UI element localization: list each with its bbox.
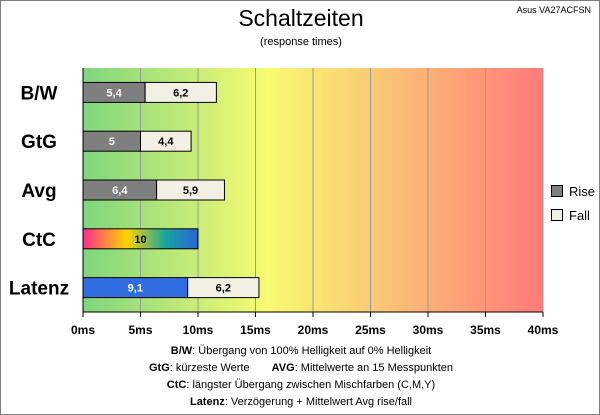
bar-label-fall: 6,2 <box>173 87 188 99</box>
footnote-term: AVG <box>271 362 295 374</box>
x-tick-label: 20ms <box>298 323 329 337</box>
bar-label-fall: 6,2 <box>216 283 231 295</box>
footnote-text: : längster Übergang zwischen Mischfarben… <box>186 379 436 391</box>
category-label: Avg <box>21 181 56 202</box>
monitor-model-label: Asus VA27ACFSN <box>516 5 591 15</box>
x-tick-label: 10ms <box>183 323 214 337</box>
legend: Rise Fall <box>551 179 595 227</box>
bar-label-fall: 5,9 <box>183 185 198 197</box>
chart-title: Schaltzeiten <box>238 5 364 31</box>
footnote-term: GtG <box>148 362 170 374</box>
x-tick-label: 25ms <box>355 323 386 337</box>
plot-area: 5,4 6,2 5 4,4 6,4 5,9 10 9,1 6,2 B/W GtG Avg CtC Lat… <box>9 68 559 337</box>
x-tick-label: 15ms <box>240 323 271 337</box>
footnote-line: GtG: kürzeste Werte AVG: Mittelwerte an 1… <box>1 360 600 377</box>
bar-fall <box>156 179 225 201</box>
bar-label-rise: 5 <box>109 136 115 148</box>
bar-label-rise: 10 <box>134 234 146 246</box>
legend-label-fall: Fall <box>569 207 590 223</box>
legend-swatch-fall <box>551 209 563 221</box>
bar-fall <box>140 130 192 152</box>
footnote-line: Latenz: Verzögerung + Mittelwert Avg ris… <box>1 394 600 411</box>
footnote-text: : kürzeste Werte <box>169 362 250 374</box>
x-tick-label: 5ms <box>128 323 152 337</box>
footnote-line: CtC: längster Übergang zwischen Mischfar… <box>1 377 600 394</box>
category-label: B/W <box>21 83 58 104</box>
bar-fall <box>144 81 217 103</box>
category-label: CtC <box>22 230 56 251</box>
chart-subtitle: (response times) <box>260 36 342 48</box>
bar-label-fall: 4,4 <box>158 136 174 148</box>
footnote-line: B/W: Übergang von 100% Helligkeit auf 0%… <box>1 343 600 360</box>
footnote-term: B/W <box>170 345 193 357</box>
footnote-text: : Übergang von 100% Helligkeit auf 0% He… <box>192 345 432 357</box>
bar-label-rise: 9,1 <box>128 283 143 295</box>
category-label: GtG <box>21 132 57 153</box>
legend-item-rise: Rise <box>551 179 595 203</box>
footnote-text: : Mittelwerte an 15 Messpunkten <box>294 362 454 374</box>
bar-label-rise: 5,4 <box>106 87 122 99</box>
footnote-term: CtC <box>166 379 187 391</box>
legend-label-rise: Rise <box>569 183 596 199</box>
legend-item-fall: Fall <box>551 203 595 227</box>
bar-fall <box>187 277 260 299</box>
x-tick-label: 0ms <box>71 323 95 337</box>
legend-swatch-rise <box>551 185 563 197</box>
footnote-text: : Verzögerung + Mittelwert Avg rise/fall <box>224 396 413 408</box>
bar-label-rise: 6,4 <box>112 185 128 197</box>
footnote-term: Latenz <box>189 396 225 408</box>
x-tick-label: 30ms <box>413 323 444 337</box>
x-tick-label: 35ms <box>470 323 501 337</box>
footnotes: B/W: Übergang von 100% Helligkeit auf 0%… <box>1 343 600 411</box>
x-tick-label: 40ms <box>528 323 559 337</box>
category-label: Latenz <box>9 279 69 300</box>
